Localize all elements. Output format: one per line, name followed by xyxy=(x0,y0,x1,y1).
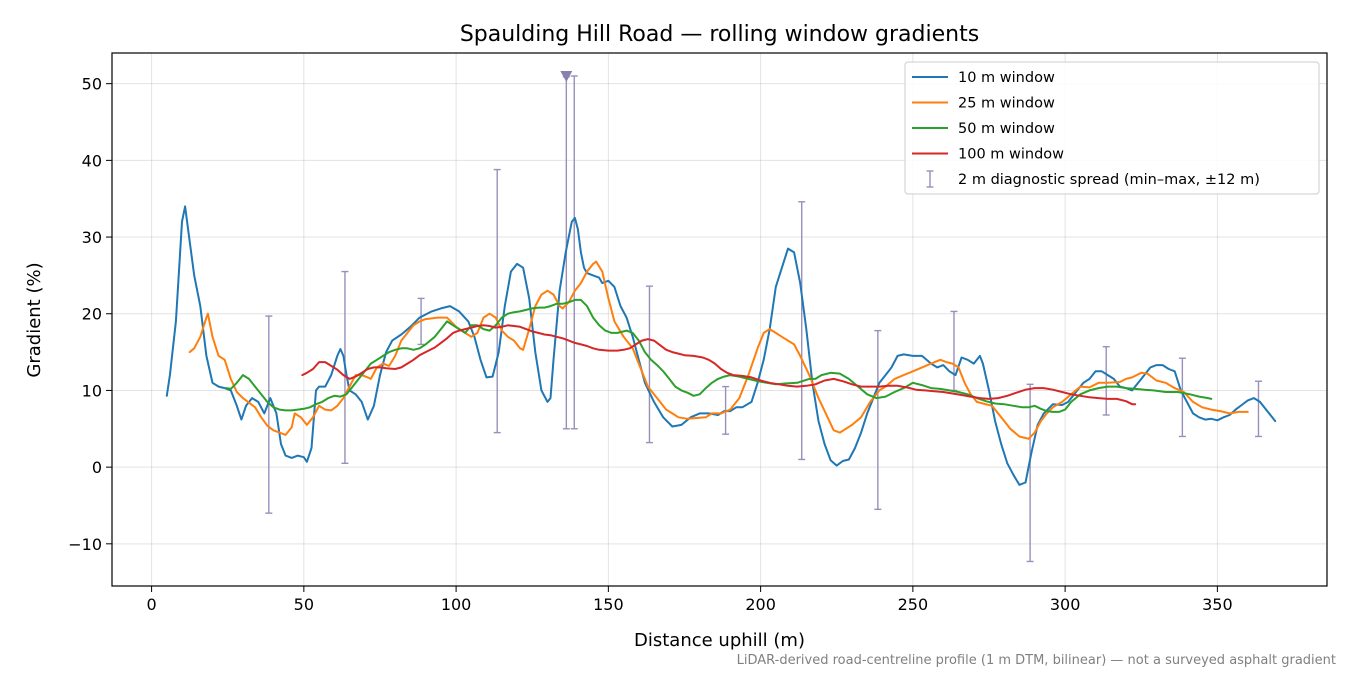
diagnostic-bar xyxy=(1178,357,1186,438)
diagnostic-bar xyxy=(570,75,578,430)
x-axis-label: Distance uphill (m) xyxy=(634,630,805,651)
footnote: LiDAR-derived road-centreline profile (1… xyxy=(737,653,1336,668)
x-tick-label: 50 xyxy=(294,595,314,614)
diagnostic-bar xyxy=(645,285,653,444)
legend: 10 m window 25 m window 50 m window 100 m w… xyxy=(904,61,1320,195)
series-line xyxy=(301,324,1137,406)
diagnostic-bar xyxy=(265,315,273,514)
legend-label: 10 m window xyxy=(958,70,1055,86)
axis-ticks: 0 50 100 150 200 250 300 350 −10 0 10 20 30 40 50 xyxy=(68,75,1232,614)
diagnostic-bar xyxy=(874,329,882,511)
series-lines xyxy=(165,205,1277,486)
y-tick-label: 40 xyxy=(82,151,102,170)
plot-frame xyxy=(111,52,1328,587)
x-tick-label: 250 xyxy=(898,595,929,614)
legend-swatch-spread xyxy=(926,170,934,188)
legend-label: 25 m window xyxy=(958,96,1055,112)
series-line xyxy=(165,205,1277,486)
y-axis-label: Gradient (%) xyxy=(24,262,45,377)
diagnostic-spread-bars xyxy=(265,71,1262,563)
y-tick-label: 10 xyxy=(82,381,102,400)
diagnostic-bar xyxy=(950,310,958,392)
diagnostic-bar xyxy=(1254,380,1262,438)
x-tick-label: 300 xyxy=(1050,595,1081,614)
legend-label: 2 m diagnostic spread (min–max, ±12 m) xyxy=(958,172,1260,188)
diagnostic-bar xyxy=(1102,346,1110,416)
y-tick-label: 30 xyxy=(82,228,102,247)
y-tick-label: 50 xyxy=(82,75,102,94)
series-line xyxy=(188,260,1249,440)
y-tick-label: −10 xyxy=(68,535,102,554)
legend-label: 100 m window xyxy=(958,147,1064,163)
clip-marker xyxy=(560,71,573,83)
series-line xyxy=(225,298,1213,413)
diagnostic-bar xyxy=(798,201,806,461)
x-tick-label: 150 xyxy=(593,595,624,614)
legend-label: 50 m window xyxy=(958,121,1055,137)
x-tick-label: 0 xyxy=(146,595,156,614)
diagnostic-bar xyxy=(493,168,501,434)
x-tick-label: 200 xyxy=(745,595,776,614)
x-tick-label: 350 xyxy=(1202,595,1233,614)
y-tick-label: 20 xyxy=(82,305,102,324)
chart-title: Spaulding Hill Road — rolling window gra… xyxy=(460,22,979,47)
x-tick-label: 100 xyxy=(441,595,472,614)
legend-box xyxy=(904,61,1320,195)
diagnostic-bar xyxy=(1026,383,1034,563)
y-tick-label: 0 xyxy=(92,458,102,477)
